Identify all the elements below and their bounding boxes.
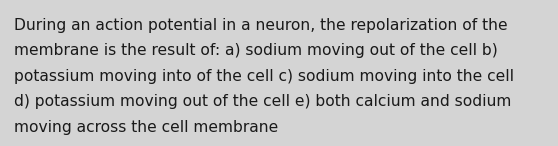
Text: moving across the cell membrane: moving across the cell membrane	[14, 120, 278, 135]
Text: potassium moving into of the cell c) sodium moving into the cell: potassium moving into of the cell c) sod…	[14, 69, 514, 84]
Text: membrane is the result of: a) sodium moving out of the cell b): membrane is the result of: a) sodium mov…	[14, 43, 498, 58]
Text: During an action potential in a neuron, the repolarization of the: During an action potential in a neuron, …	[14, 18, 508, 33]
Text: d) potassium moving out of the cell e) both calcium and sodium: d) potassium moving out of the cell e) b…	[14, 94, 511, 109]
